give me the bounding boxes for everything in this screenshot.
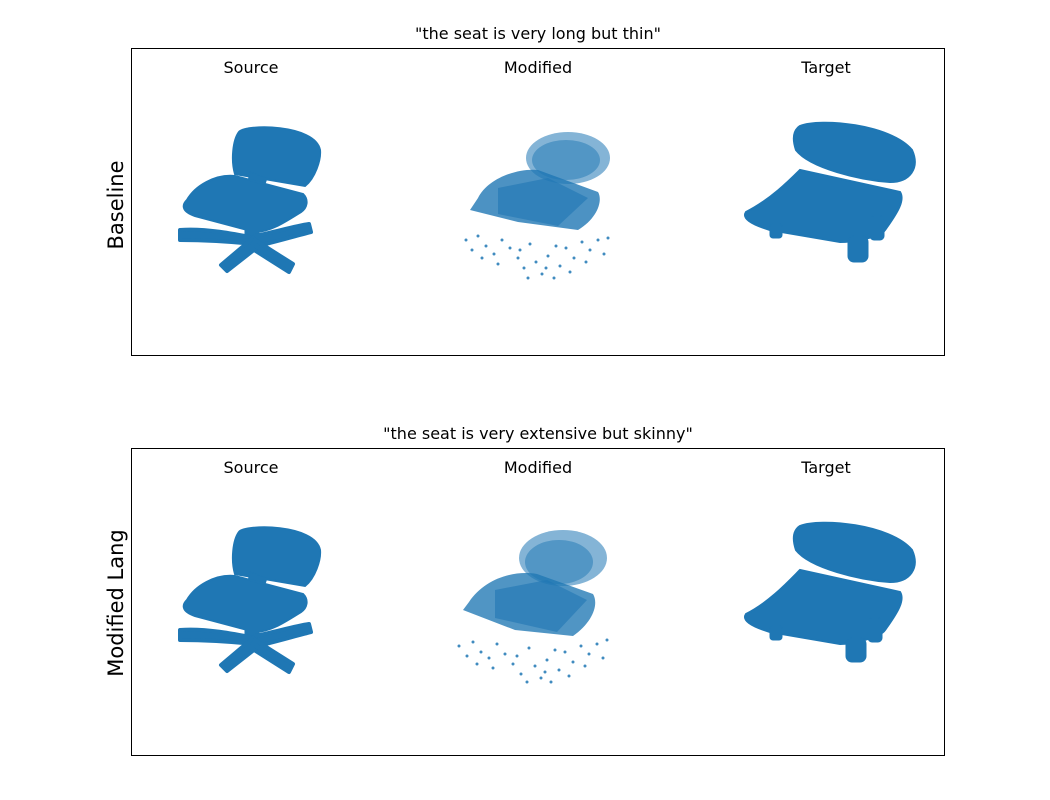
panel-2-col-modified-label: Modified: [503, 458, 573, 477]
panel-2-col-target-label: Target: [801, 458, 851, 477]
panel-2-row-label: Modified Lang: [104, 529, 128, 677]
panel-2-modified-chair-icon: [457, 530, 609, 684]
panel-1-col-modified-label: Modified: [503, 58, 573, 77]
panel-2-source-chair-icon: [178, 526, 322, 674]
panel-1-col-source-label: Source: [223, 58, 279, 77]
panel-2-tick-top: [131, 482, 132, 486]
panel-1-modified-chair-icon: [464, 132, 610, 280]
panel-1-title: "the seat is very long but thin": [415, 24, 661, 43]
panel-1-target-chair-icon: [744, 121, 916, 263]
panel-2-target-chair-icon: [744, 521, 916, 663]
panel-2-title: "the seat is very extensive but skinny": [383, 424, 693, 443]
panel-1-frame: [131, 48, 945, 356]
panel-2-frame: [131, 448, 945, 756]
panel-1-tick-top: [131, 82, 132, 86]
panel-1-col-target-label: Target: [801, 58, 851, 77]
panel-1-row-label: Baseline: [104, 160, 128, 250]
panel-2-col-source-label: Source: [223, 458, 279, 477]
panel-1-source-chair-icon: [178, 126, 322, 274]
